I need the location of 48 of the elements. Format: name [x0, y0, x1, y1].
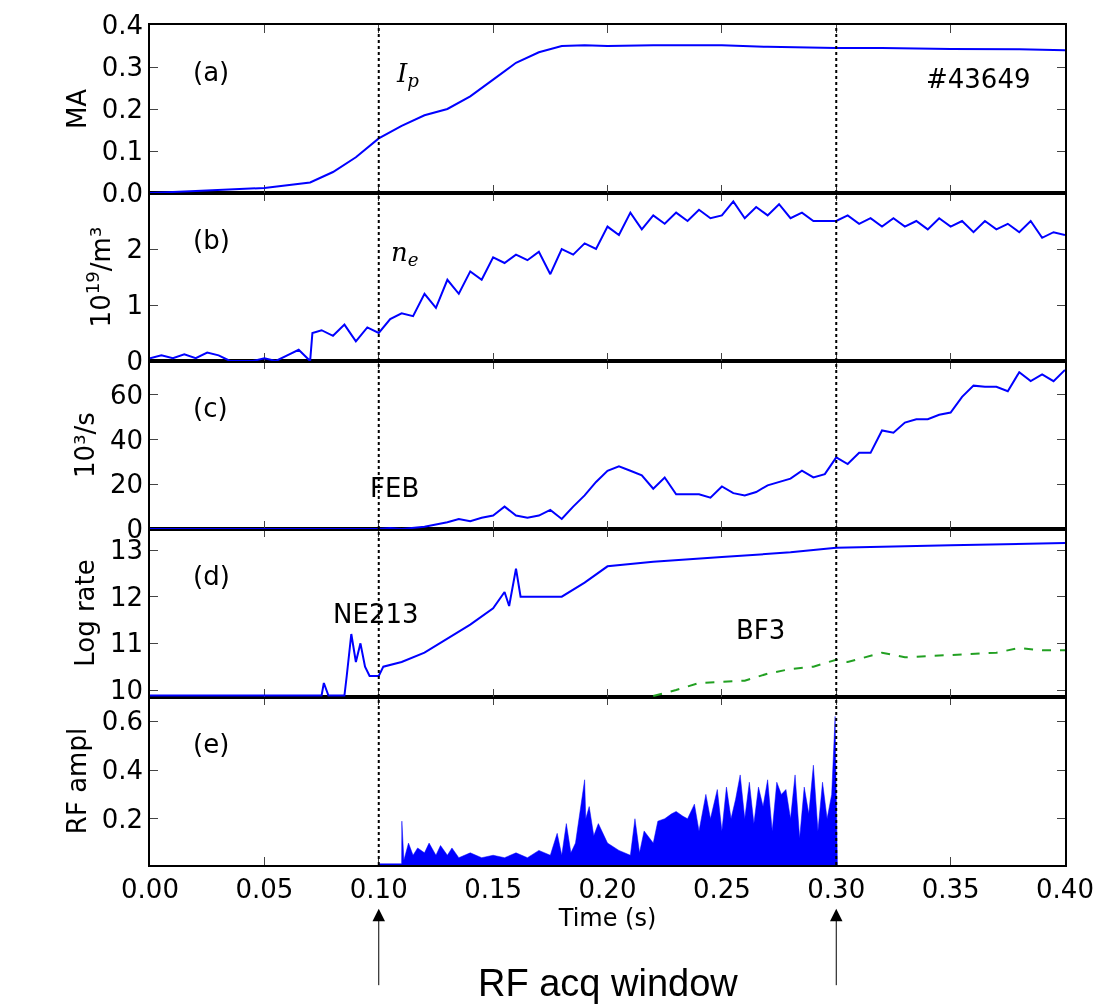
x-axis-title: Time (s)	[557, 903, 657, 932]
text: RF acq window	[478, 962, 739, 1004]
series-label: FEB	[370, 473, 420, 503]
y-tick-label: 2	[126, 234, 144, 265]
y-axis-title: Log rate	[69, 559, 100, 667]
y-tick-label: 20	[109, 469, 144, 500]
annotation: (a)	[193, 57, 230, 87]
x-tick-label: 0.30	[807, 873, 866, 904]
line-series	[150, 542, 1065, 697]
y-tick-label: 60	[109, 379, 144, 410]
series-label: BF3	[736, 615, 786, 645]
x-tick-label: 0.20	[578, 873, 637, 904]
annotation: (e)	[193, 729, 230, 759]
y-tick-label: 12	[109, 581, 144, 612]
y-axis-title: RF ampl	[61, 727, 92, 835]
y-tick-label: 0.3	[101, 52, 144, 83]
series-label: n$_{e}$	[391, 237, 419, 271]
annotation: #43649	[926, 64, 1031, 94]
y-axis-title: MA	[61, 88, 92, 130]
y-tick-label: 0.1	[101, 136, 144, 167]
line-series	[150, 368, 1065, 529]
x-tick-label: 0.15	[464, 873, 523, 904]
y-tick-label: 0.0	[101, 178, 144, 209]
line-series	[150, 44, 1065, 193]
y-tick-label: 0.2	[101, 94, 144, 125]
line-series	[150, 200, 1065, 361]
series-label: I$_{p}$	[396, 58, 420, 92]
y-tick-label: 0.4	[101, 755, 144, 786]
y-axis-title: 10³/s	[69, 412, 100, 478]
x-tick-label: 0.25	[692, 873, 751, 904]
y-tick-label: 40	[109, 424, 144, 455]
x-tick-label: 0.05	[235, 873, 294, 904]
annotation: (c)	[193, 393, 228, 423]
annotation: (b)	[193, 225, 230, 255]
y-tick-label: 0.6	[101, 706, 144, 737]
y-tick-label: 1	[126, 290, 144, 321]
x-tick-label: 0.00	[121, 873, 179, 904]
x-tick-label: 0.35	[921, 873, 980, 904]
x-tick-label: 0.40	[1036, 873, 1094, 904]
line-series	[652, 647, 1065, 697]
y-tick-label: 0.2	[101, 803, 144, 834]
x-tick-label: 0.10	[349, 873, 408, 904]
y-tick-label: 0.4	[101, 10, 144, 41]
series-label: NE213	[333, 599, 419, 629]
y-tick-label: 11	[109, 628, 144, 659]
annotation: (d)	[193, 561, 230, 591]
y-tick-label: 10	[109, 675, 144, 706]
y-tick-label: 0	[126, 346, 144, 377]
